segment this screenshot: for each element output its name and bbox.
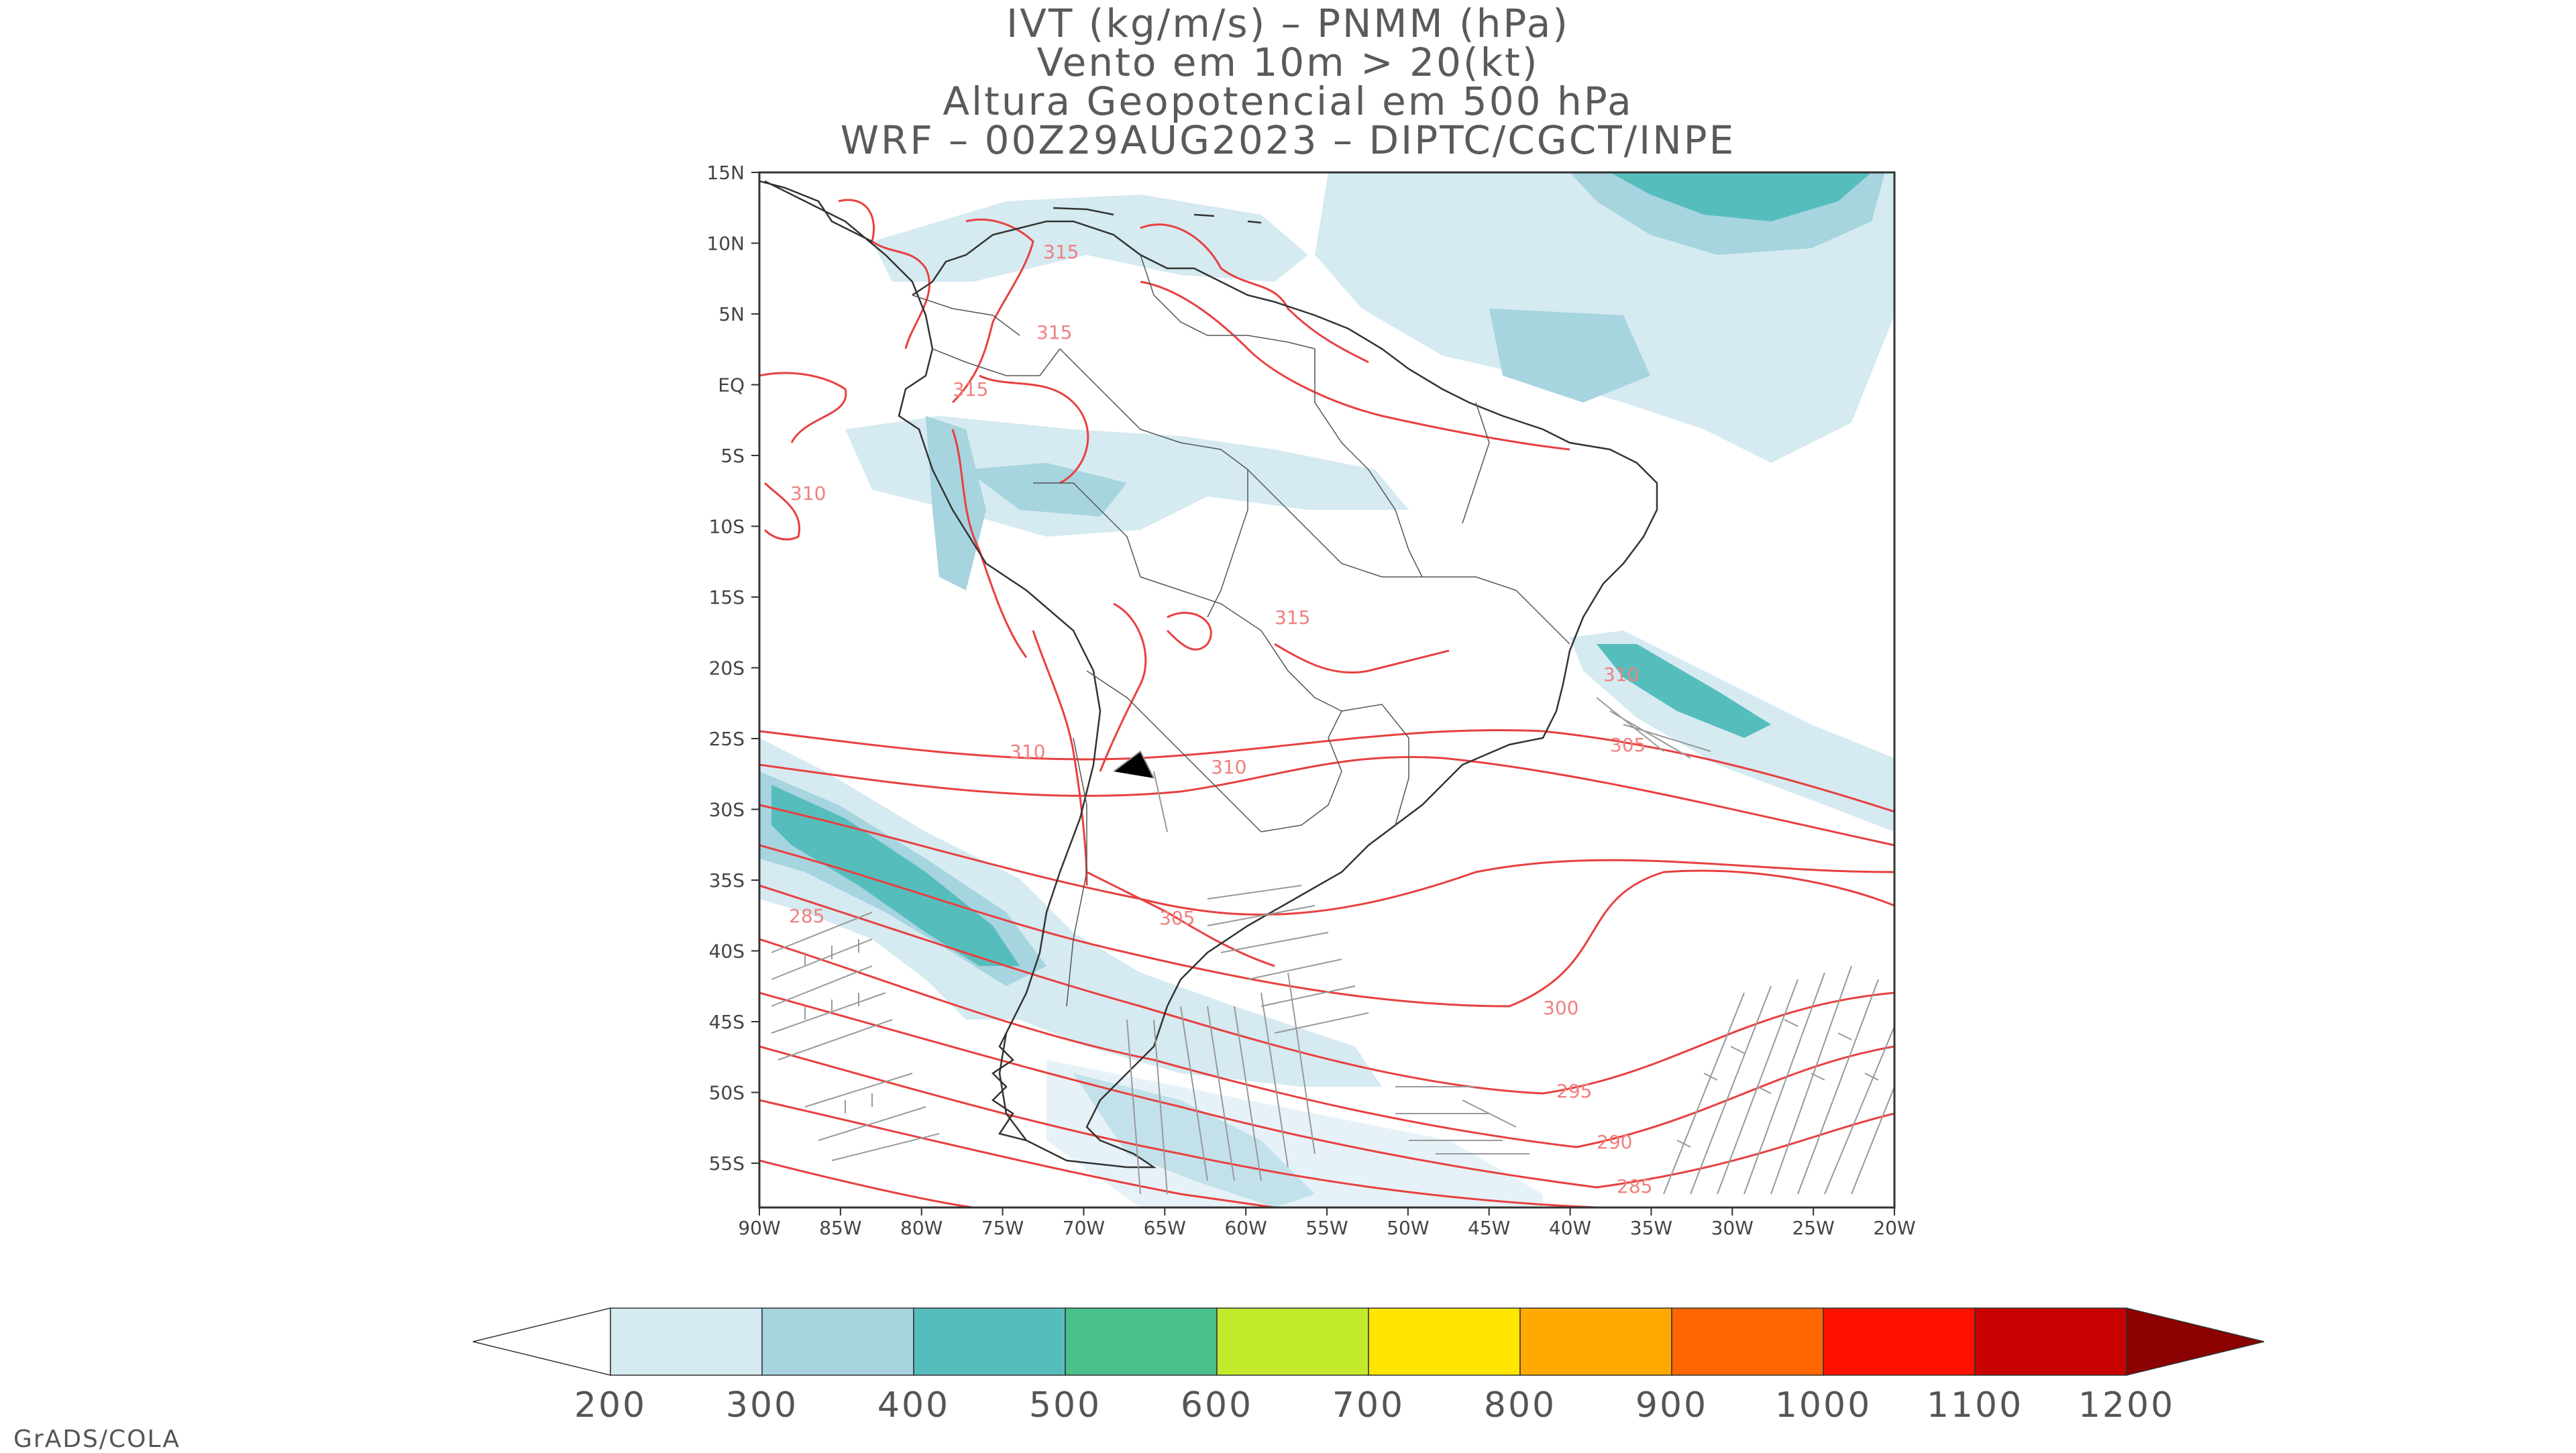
lon-tick-label: 80W bbox=[900, 1217, 943, 1239]
contour-label: 310 bbox=[1603, 663, 1639, 686]
title-line-3: Altura Geopotencial em 500 hPa bbox=[943, 78, 1633, 124]
ivt-andes-north bbox=[926, 416, 986, 590]
contour-label: 315 bbox=[1043, 241, 1079, 263]
colorbar-over-arrow bbox=[2126, 1307, 2265, 1376]
footer-credit: GrADS/COLA bbox=[13, 1425, 181, 1453]
lat-tick-label: 15N bbox=[706, 162, 745, 184]
colorbar-bin bbox=[1216, 1307, 1369, 1376]
contour-labels: 310 310 305 300 295 290 285 285 310 310 315 315 315 3… bbox=[789, 241, 1652, 1197]
contour-label: 290 bbox=[1597, 1131, 1632, 1153]
south-america-outline bbox=[764, 180, 1658, 1169]
lat-tick-label: EQ bbox=[718, 374, 745, 396]
colorbar-tick-label: 700 bbox=[1332, 1385, 1405, 1425]
colorbar-tick-label: 800 bbox=[1484, 1385, 1556, 1425]
colorbar-tick-label: 1000 bbox=[1775, 1385, 1872, 1425]
lat-tick-label: 25S bbox=[709, 728, 745, 750]
colorbar-tick-label: 900 bbox=[1635, 1385, 1708, 1425]
colorbar-bin bbox=[1671, 1307, 1824, 1376]
ivt-amazon-core bbox=[966, 463, 1127, 517]
lat-tick-label: 55S bbox=[709, 1152, 745, 1175]
lat-axis: 15N 10N 5N EQ 5S 10S 15S 20S 25S 30S 35S 40S 45S 50S 5… bbox=[706, 162, 759, 1175]
colorbar bbox=[472, 1307, 2265, 1376]
ivt-pacific-south bbox=[759, 738, 1382, 1087]
colorbar-bin bbox=[1368, 1307, 1521, 1376]
lon-tick-label: 75W bbox=[981, 1217, 1024, 1239]
lon-tick-label: 20W bbox=[1873, 1217, 1915, 1239]
colorbar-bin bbox=[1065, 1307, 1218, 1376]
lat-tick-label: 35S bbox=[709, 869, 745, 892]
contour-label: 315 bbox=[1036, 321, 1072, 343]
contour-label: 285 bbox=[1617, 1175, 1652, 1197]
lon-tick-label: 50W bbox=[1387, 1217, 1429, 1239]
lon-tick-label: 85W bbox=[819, 1217, 861, 1239]
colorbar-bin bbox=[1823, 1307, 1976, 1376]
colorbar-bin bbox=[913, 1307, 1066, 1376]
lon-tick-label: 40W bbox=[1549, 1217, 1591, 1239]
contour-label: 305 bbox=[1159, 907, 1195, 929]
ivt-caribbean bbox=[872, 195, 1308, 282]
caribbean-islands bbox=[1053, 207, 1262, 224]
lon-tick-label: 30W bbox=[1711, 1217, 1754, 1239]
colorbar-tick-labels: 200 300 400 500 600 700 800 900 1000 1100 1200 bbox=[574, 1385, 2175, 1425]
ivt-pacific-south-core bbox=[771, 785, 1020, 966]
title-line-4: WRF – 00Z29AUG2023 – DIPTC/CGCT/INPE bbox=[840, 117, 1736, 163]
contour-label: 305 bbox=[1610, 734, 1646, 756]
contour-label: 295 bbox=[1556, 1080, 1592, 1102]
contour-label: 310 bbox=[1211, 756, 1246, 778]
lat-tick-label: 50S bbox=[709, 1082, 745, 1104]
title-line-2: Vento em 10m > 20(kt) bbox=[1036, 40, 1540, 85]
contour-label: 300 bbox=[1543, 997, 1578, 1019]
map-area bbox=[759, 172, 1894, 1207]
lon-axis: 90W 85W 80W 75W 70W 65W 60W 55W 50W 45W 40W 35W 30W 2… bbox=[738, 1207, 1916, 1239]
contour-label: 285 bbox=[789, 905, 824, 927]
lon-tick-label: 35W bbox=[1630, 1217, 1672, 1239]
lon-tick-label: 45W bbox=[1468, 1217, 1510, 1239]
ivt-atlantic-core2 bbox=[1610, 172, 1872, 221]
ivt-amazon bbox=[845, 416, 1409, 537]
lat-tick-label: 40S bbox=[709, 940, 745, 963]
wind-barbs bbox=[771, 697, 1894, 1195]
coastlines bbox=[759, 180, 1658, 1169]
title-block: IVT (kg/m/s) – PNMM (hPa) Vento em 10m >… bbox=[0, 4, 2576, 160]
lat-tick-label: 10N bbox=[706, 233, 745, 255]
ivt-brazil-east-core bbox=[1597, 644, 1771, 738]
colorbar-bin bbox=[1519, 1307, 1672, 1376]
lon-tick-label: 25W bbox=[1792, 1217, 1834, 1239]
lat-tick-label: 5N bbox=[718, 303, 745, 325]
lat-tick-label: 15S bbox=[709, 586, 745, 608]
lon-tick-label: 55W bbox=[1305, 1217, 1348, 1239]
colorbar-tick-label: 1200 bbox=[2078, 1385, 2175, 1425]
colorbar-bin bbox=[610, 1307, 763, 1376]
contour-label: 310 bbox=[1010, 741, 1045, 763]
colorbar-tick-label: 300 bbox=[726, 1385, 798, 1425]
lon-tick-label: 70W bbox=[1063, 1217, 1105, 1239]
lon-tick-label: 65W bbox=[1144, 1217, 1186, 1239]
lat-tick-label: 45S bbox=[709, 1011, 745, 1033]
colorbar-tick-label: 1100 bbox=[1927, 1385, 2023, 1425]
colorbar-tick-label: 400 bbox=[877, 1385, 950, 1425]
lat-tick-label: 10S bbox=[709, 516, 745, 538]
colorbar-bin bbox=[761, 1307, 914, 1376]
lat-tick-label: 30S bbox=[709, 799, 745, 821]
colorbar-tick-label: 600 bbox=[1181, 1385, 1253, 1425]
colorbar-tick-label: 200 bbox=[574, 1385, 647, 1425]
colorbar-tick-label: 500 bbox=[1029, 1385, 1102, 1425]
lon-tick-label: 90W bbox=[738, 1217, 780, 1239]
colorbar-under-arrow bbox=[472, 1307, 611, 1376]
contour-label: 315 bbox=[1275, 606, 1310, 629]
chile-fjords bbox=[991, 1032, 1027, 1142]
lat-tick-label: 5S bbox=[720, 445, 745, 467]
central-america bbox=[759, 180, 873, 243]
geopotential-contours bbox=[759, 199, 1894, 1207]
lat-tick-label: 20S bbox=[709, 657, 745, 680]
contour-label: 310 bbox=[790, 482, 826, 504]
country-borders bbox=[912, 254, 1570, 1007]
title-line-1: IVT (kg/m/s) – PNMM (hPa) bbox=[1006, 1, 1570, 46]
colorbar-bin bbox=[1974, 1307, 2127, 1376]
lon-tick-label: 60W bbox=[1224, 1217, 1267, 1239]
contour-label: 315 bbox=[953, 378, 988, 400]
ivt-atlantic-mid bbox=[1489, 309, 1650, 402]
